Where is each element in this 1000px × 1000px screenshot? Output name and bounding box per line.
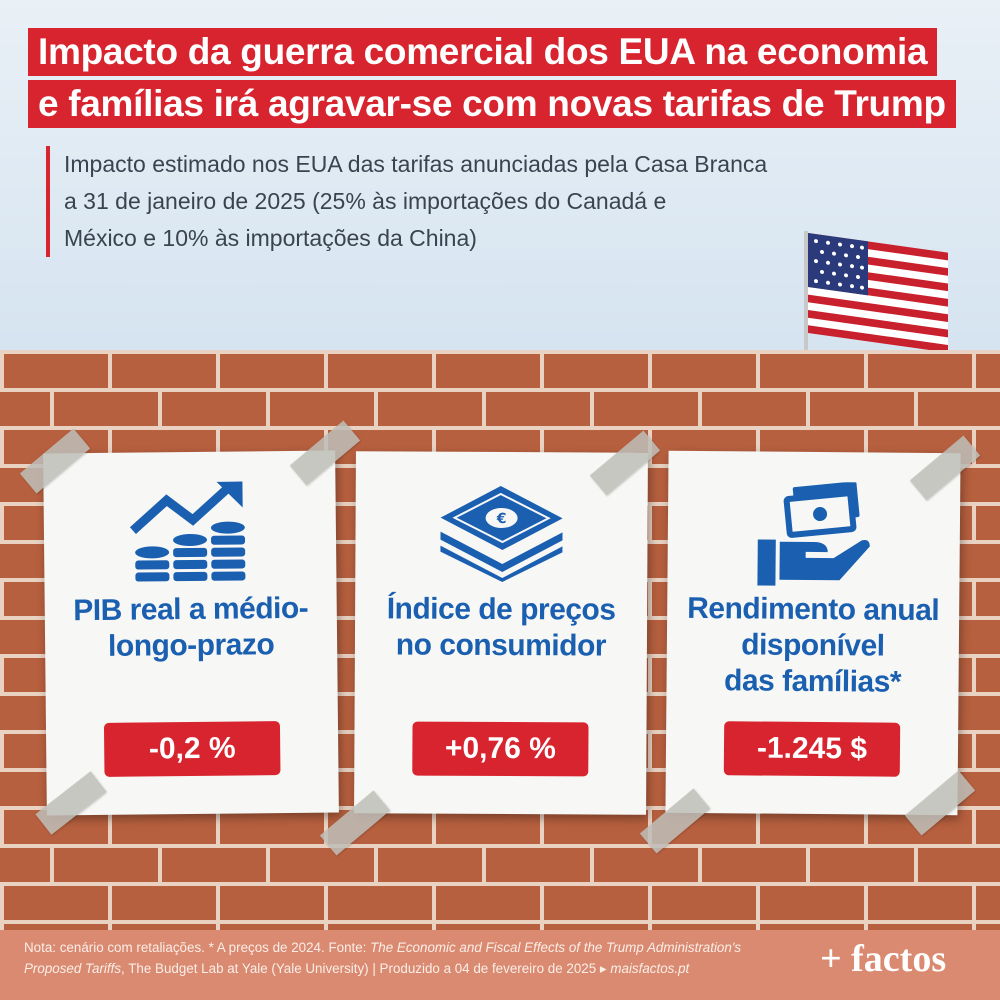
source-note: Nota: cenário com retaliações. * A preço… [24,937,814,979]
card-income-label-line-3: das famílias* [723,664,902,699]
card-income-value: -1.245 $ [723,721,901,777]
euro-banknotes-icon: € [440,485,563,583]
note-source-title: The Economic and Fiscal Effects of the T… [370,940,742,955]
title-line-2: e famílias irá agravar-se com novas tari… [28,80,956,128]
page-title: Impacto da guerra comercial dos EUA na e… [28,28,972,132]
us-flag-icon [804,231,948,363]
factos-logo: + factos [820,938,947,980]
card-cpi-label: Índice de preços no consumidor [355,591,647,665]
card-income-label-line-1: Rendimento anual [687,591,940,628]
subtitle: Impacto estimado nos EUA das tarifas anu… [46,146,884,257]
card-income-label: Rendimento anual disponível das famílias… [666,591,959,702]
card-gdp-label-line-2: longo-prazo [107,628,275,663]
card-gdp-value: -0,2 % [103,721,281,777]
source-note-line-2: Proposed Tariffs, The Budget Lab at Yale… [24,958,814,979]
note-site-link[interactable]: maisfactos.pt [610,961,690,976]
card-cpi-label-line-2: no consumidor [395,628,607,663]
subtitle-line-3: México e 10% às importações da China) [64,225,477,251]
card-income-label-line-2: disponível [741,628,885,663]
gdp-growth-coins-icon [129,481,246,582]
card-gdp-label-line-1: PIB real a médio- [73,591,309,628]
card-gdp: PIB real a médio- longo-prazo -0,2 % [43,450,339,816]
note-suffix: , The Budget Lab at Yale (Yale Universit… [121,961,611,976]
note-prefix: Nota: cenário com retaliações. * A preço… [24,940,371,955]
title-line-1: Impacto da guerra comercial dos EUA na e… [28,28,938,76]
card-cpi: € Índice de preços no consumidor +0,76 % [354,451,648,815]
card-gdp-label: PIB real a médio- longo-prazo [45,590,338,665]
subtitle-line-1: Impacto estimado nos EUA das tarifas anu… [64,151,768,177]
source-note-line-1: Nota: cenário com retaliações. * A preço… [24,937,814,958]
hand-money-icon [757,481,870,586]
card-cpi-label-line-1: Índice de preços [386,592,616,627]
card-cpi-value: +0,76 % [412,721,589,777]
note-source-title-cont: Proposed Tariffs [24,961,122,976]
card-income: Rendimento anual disponível das famílias… [665,450,961,816]
svg-text:€: € [496,511,507,527]
footer [0,930,1000,1000]
subtitle-line-2: a 31 de janeiro de 2025 (25% às importaç… [64,188,667,214]
